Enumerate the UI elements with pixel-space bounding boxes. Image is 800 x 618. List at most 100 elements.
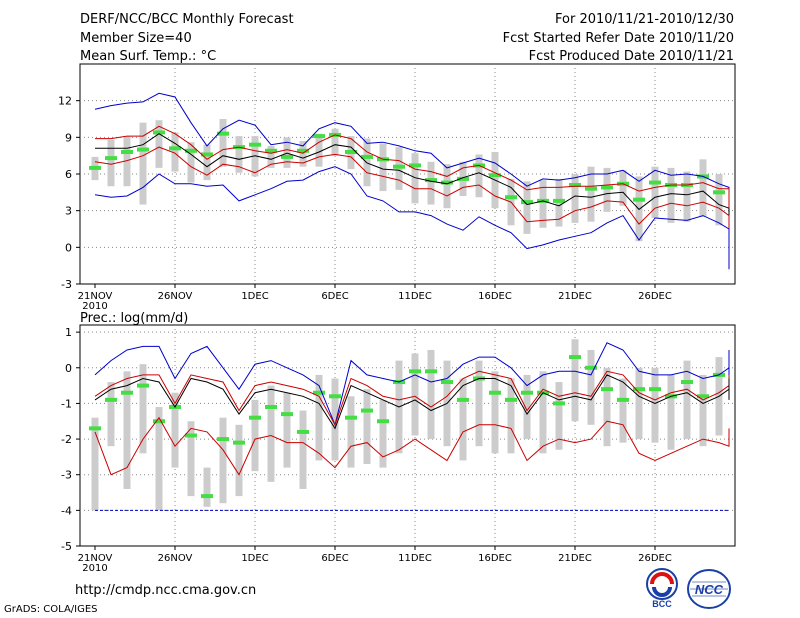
prec-median-marker xyxy=(345,415,357,420)
prec-spread-box xyxy=(123,371,131,489)
temp-y-tick-label: 9 xyxy=(65,131,72,144)
ncc-logo: NCC xyxy=(686,568,732,610)
prec-spread-box xyxy=(379,399,387,468)
prec-median-marker xyxy=(361,408,373,413)
temp-median-marker xyxy=(153,130,165,135)
prec-median-marker xyxy=(329,394,341,399)
prec-spread-box xyxy=(331,378,339,461)
temp-median-marker xyxy=(489,173,501,178)
temp-median-marker xyxy=(89,165,101,170)
prec-y-tick-label: -5 xyxy=(61,540,72,553)
temp-median-marker xyxy=(457,176,469,181)
prec-y-tick-label: 1 xyxy=(65,326,72,339)
prec-median-marker xyxy=(553,401,565,406)
temp-median-marker xyxy=(649,180,661,185)
temp-spread-box xyxy=(187,142,195,183)
ncc-logo-text: NCC xyxy=(695,582,724,597)
temp-median-marker xyxy=(345,150,357,154)
prec-median-marker xyxy=(281,412,293,417)
temp-median-marker xyxy=(569,183,581,187)
prec-x-tick-label: 21DEC xyxy=(558,553,592,564)
prec-x-tick-label: 11DEC xyxy=(398,553,432,564)
temp-lower-red-line xyxy=(94,146,730,247)
prec-median-marker xyxy=(265,404,277,409)
temp-x-tick-label: 16DEC xyxy=(478,291,512,302)
temp-median-marker xyxy=(505,195,517,200)
prec-spread-box xyxy=(507,378,515,454)
forecast-produced-date: Fcst Produced Date 2010/11/21 xyxy=(528,49,734,64)
temp-spread-box xyxy=(539,180,547,228)
member-size: Member Size=40 xyxy=(80,31,192,46)
prec-median-marker xyxy=(377,419,389,424)
temp-spread-box xyxy=(219,119,227,167)
bcc-logo-text: BCC xyxy=(652,599,672,609)
temp-y-tick-label: -3 xyxy=(61,278,72,291)
prec-spread-box xyxy=(363,389,371,465)
prec-median-marker xyxy=(105,397,117,402)
temp-spread-box xyxy=(299,141,307,167)
prec-median-marker xyxy=(457,397,469,402)
prec-spread-box xyxy=(315,374,323,461)
temp-spread-box xyxy=(523,181,531,234)
temp-median-marker xyxy=(121,150,133,154)
bcc-logo: BCC xyxy=(640,565,684,609)
prec-upper-red-line xyxy=(94,370,730,427)
temp-median-marker xyxy=(601,185,613,190)
temp-spread-box xyxy=(475,154,483,198)
prec-median-marker xyxy=(201,494,213,499)
temp-spread-box xyxy=(315,133,323,167)
prec-spread-box xyxy=(187,421,195,497)
temp-spread-box xyxy=(571,174,579,223)
prec-median-marker xyxy=(585,365,597,370)
source-url[interactable]: http://cmdp.ncc.cma.gov.cn xyxy=(75,583,257,598)
prec-median-marker xyxy=(633,387,645,392)
prec-spread-box xyxy=(683,360,691,440)
prec-spread-box xyxy=(139,364,147,454)
prec-ensemble-max-line xyxy=(94,342,730,427)
precipitation-variable-label: Prec.: log(mm/d) xyxy=(80,311,189,326)
temp-spread-box xyxy=(123,136,131,187)
temp-spread-box xyxy=(155,120,163,168)
prec-median-marker xyxy=(697,394,709,399)
temp-median-marker xyxy=(169,146,181,151)
temp-spread-box xyxy=(427,161,435,205)
temp-median-marker xyxy=(585,186,597,191)
temp-spread-box xyxy=(683,171,691,222)
temp-spread-box xyxy=(251,136,259,177)
prec-median-marker xyxy=(121,390,133,395)
temp-spread-box xyxy=(699,159,707,217)
prec-spread-box xyxy=(427,349,435,440)
temp-ensemble-mean-line xyxy=(95,133,730,236)
temp-spread-box xyxy=(331,128,339,156)
temp-median-marker xyxy=(281,154,293,159)
prec-median-marker xyxy=(489,390,501,395)
prec-spread-box xyxy=(251,399,259,472)
temp-spread-box xyxy=(283,137,291,168)
temp-y-tick-label: 0 xyxy=(65,241,72,254)
temp-spread-box xyxy=(411,153,419,204)
temp-median-marker xyxy=(105,156,117,161)
prec-spread-box xyxy=(523,374,531,440)
temp-median-marker xyxy=(137,147,149,152)
prec-y-tick-label: -3 xyxy=(61,469,72,482)
prec-x-tick-label: 6DEC xyxy=(321,553,348,564)
temp-ensemble-max-line xyxy=(94,92,730,203)
prec-spread-box xyxy=(283,392,291,468)
temp-x-year-label: 2010 xyxy=(82,301,107,312)
chart-title: DERF/NCC/BCC Monthly Forecast xyxy=(80,12,294,27)
prec-spread-box xyxy=(411,353,419,436)
temp-y-tick-label: 6 xyxy=(65,168,72,181)
prec-y-tick-label: -1 xyxy=(61,397,72,410)
temp-median-marker xyxy=(521,200,533,205)
temp-median-marker xyxy=(185,148,197,153)
prec-median-marker xyxy=(425,369,437,374)
prec-x-tick-label: 16DEC xyxy=(478,553,512,564)
temp-median-marker xyxy=(201,152,213,157)
temp-median-marker xyxy=(217,131,229,136)
temp-spread-box xyxy=(267,145,275,168)
prec-median-marker xyxy=(505,397,517,402)
temp-spread-box xyxy=(379,143,387,192)
temperature-panel: -3 0 3 6 9 12 21NOV 26NOV 1DEC 6DEC 11DEC 16DEC 21DE… xyxy=(58,63,736,312)
temp-x-tick-label: 21DEC xyxy=(558,291,592,302)
prec-median-marker xyxy=(185,433,197,438)
